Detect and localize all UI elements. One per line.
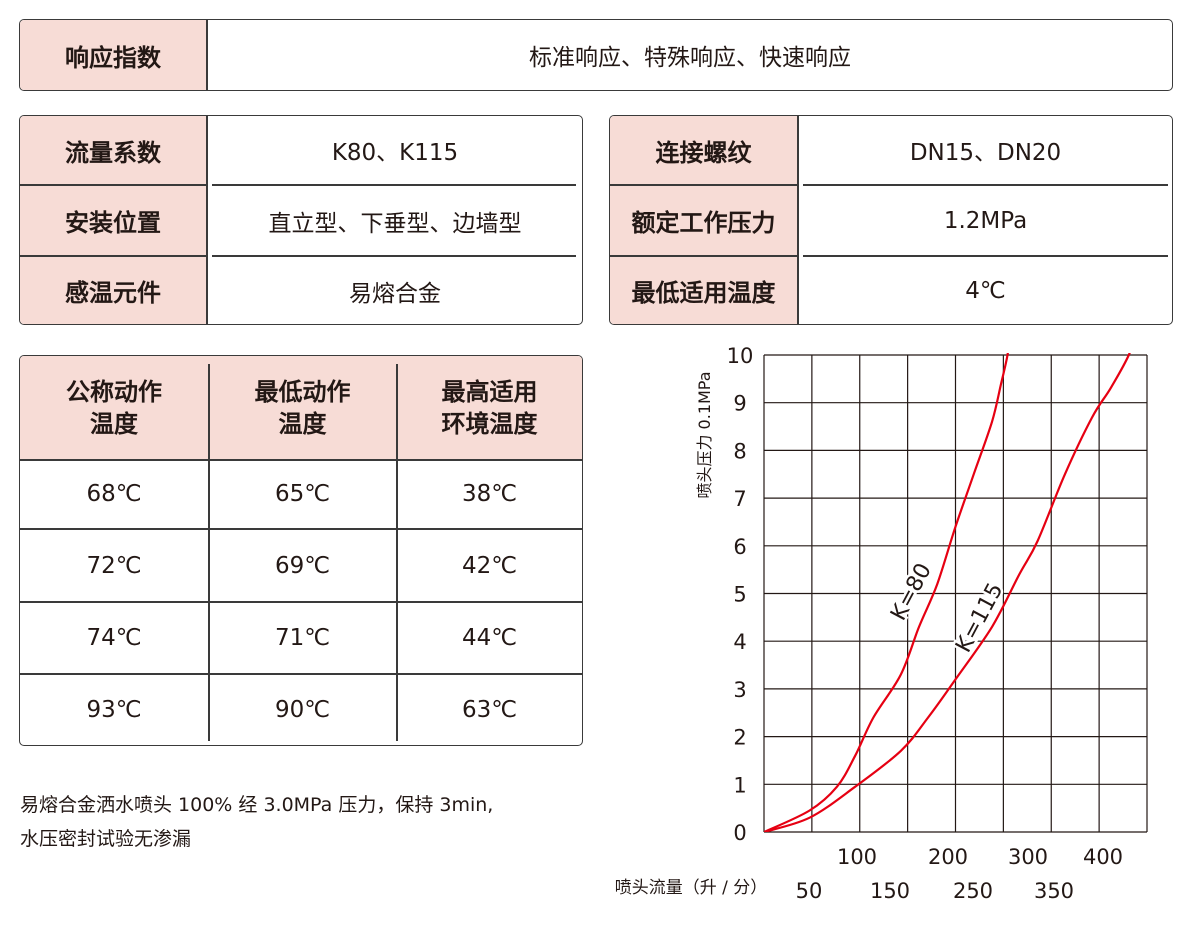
response-index-row: 响应指数 标准响应、特殊响应、快速响应	[19, 19, 1173, 91]
x-tick-label-upper: 300	[1008, 845, 1048, 869]
divider	[206, 20, 208, 90]
y-tick-label: 3	[733, 678, 746, 702]
min-temperature-value: 4℃	[965, 277, 1006, 304]
sensing-element-label: 感温元件	[65, 279, 161, 307]
column-divider	[396, 364, 398, 741]
y-axis-label: 喷头压力 0.1MPa	[695, 371, 714, 498]
x-tick-label-lower: 50	[796, 879, 823, 903]
label-column	[610, 116, 797, 324]
install-position-value: 直立型、下垂型、边墙型	[268, 210, 522, 237]
header-line: 温度	[278, 409, 327, 438]
cell-nominal: 68℃	[86, 481, 142, 507]
header-line: 公称动作	[66, 377, 162, 406]
cell-max-ambient: 63℃	[461, 697, 518, 723]
row-divider	[20, 673, 582, 675]
x-tick-label-upper: 200	[928, 845, 968, 869]
rated-pressure-value: 1.2MPa	[943, 207, 1028, 234]
row-divider	[803, 255, 1168, 257]
flow-coefficient-label: 流量系数	[65, 138, 161, 167]
header-line: 温度	[90, 409, 138, 438]
thread-value: DN15、DN20	[909, 140, 1062, 166]
install-position-label: 安装位置	[65, 209, 161, 237]
row-divider	[20, 601, 582, 603]
y-tick-label: 5	[733, 583, 746, 607]
y-tick-label: 2	[733, 726, 746, 750]
y-tick-label: 6	[733, 535, 746, 559]
thread-label: 连接螺纹	[655, 138, 752, 167]
row-divider	[20, 184, 206, 186]
divider	[797, 116, 799, 324]
x-tick-label-upper: 400	[1083, 845, 1123, 869]
row-divider	[20, 255, 206, 257]
row-divider	[20, 528, 582, 530]
y-tick-label: 8	[733, 439, 746, 463]
cell-max-ambient: 44℃	[461, 625, 518, 651]
header-min-action-temp: 最低动作 温度	[209, 356, 396, 459]
cell-nominal: 72℃	[86, 552, 142, 579]
header-divider	[20, 459, 582, 461]
row-divider	[212, 255, 576, 257]
x-tick-label-lower: 250	[953, 879, 993, 903]
series-label-k80: K=80	[886, 559, 937, 624]
spec-table-left: 流量系数 K80、K115 安装位置 直立型、下垂型、边墙型 感温元件 易熔合金	[19, 115, 583, 325]
temperature-table: 公称动作 温度 最低动作 温度 最高适用 环境温度 68℃ 65℃ 38℃ 72…	[19, 355, 583, 746]
series-label-k115: K=115	[951, 579, 1008, 657]
header-row	[20, 356, 582, 459]
divider	[206, 116, 208, 324]
response-index-label: 响应指数	[20, 20, 206, 90]
row-divider	[610, 255, 797, 257]
min-temperature-label: 最低适用温度	[631, 279, 776, 307]
cell-min-action: 69℃	[274, 552, 331, 579]
y-tick-label: 9	[733, 392, 746, 416]
response-index-value: 标准响应、特殊响应、快速响应	[529, 45, 851, 71]
y-tick-label: 10	[727, 344, 754, 368]
cell-nominal: 74℃	[86, 625, 142, 651]
label-column	[20, 116, 206, 324]
header-nominal-temp: 公称动作 温度	[20, 356, 208, 459]
sensing-element-value: 易熔合金	[349, 280, 441, 307]
test-note-line-2: 水压密封试验无渗漏	[20, 828, 192, 850]
header-line: 最低动作	[254, 377, 351, 406]
series-line-k115	[764, 353, 1131, 832]
flow-coefficient-value: K80、K115	[331, 140, 459, 166]
header-max-ambient-temp: 最高适用 环境温度	[397, 356, 582, 459]
row-divider	[610, 184, 797, 186]
x-tick-label-upper: 100	[837, 845, 877, 869]
x-tick-label-lower: 150	[870, 879, 910, 903]
cell-min-action: 90℃	[274, 697, 331, 723]
y-tick-label: 7	[733, 487, 746, 511]
row-divider	[803, 184, 1168, 186]
header-line: 环境温度	[441, 409, 538, 438]
y-tick-label: 1	[733, 773, 746, 797]
row-divider	[212, 184, 576, 186]
cell-min-action: 65℃	[274, 481, 331, 507]
cell-max-ambient: 38℃	[461, 481, 518, 507]
x-axis-label: 喷头流量（升 / 分）	[615, 878, 768, 898]
y-tick-label: 0	[733, 821, 746, 845]
y-tick-label: 4	[733, 630, 746, 654]
rated-pressure-label: 额定工作压力	[631, 209, 776, 237]
x-tick-label-lower: 350	[1034, 879, 1074, 903]
cell-nominal: 93℃	[86, 697, 142, 723]
cell-max-ambient: 42℃	[461, 552, 518, 579]
spec-table-right: 连接螺纹 DN15、DN20 额定工作压力 1.2MPa 最低适用温度 4℃	[609, 115, 1173, 325]
cell-min-action: 71℃	[274, 625, 331, 651]
header-line: 最高适用	[441, 377, 538, 406]
series-line-k80	[764, 353, 1009, 832]
test-note-line-1: 易熔合金洒水喷头 100% 经 3.0MPa 压力，保持 3min,	[20, 794, 494, 816]
column-divider	[208, 364, 210, 741]
